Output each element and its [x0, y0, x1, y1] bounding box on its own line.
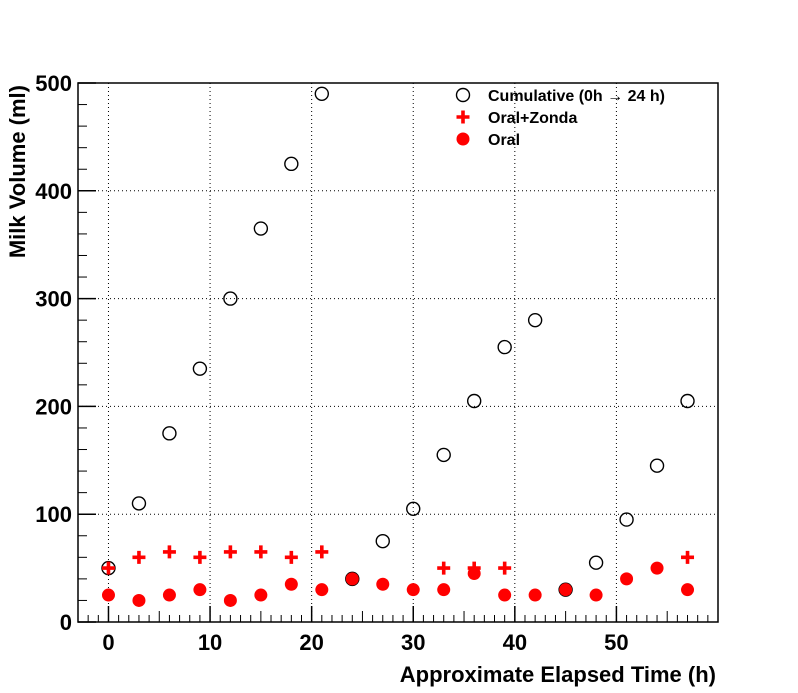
filled-circle-point	[498, 588, 512, 602]
y-tick-label: 300	[35, 287, 72, 312]
filled-circle-point	[620, 572, 634, 586]
series-filled-circle	[101, 561, 695, 607]
open-circle-point	[588, 555, 604, 570]
x-tick-label: 40	[503, 630, 527, 655]
filled-circle-point	[406, 583, 420, 597]
open-circle-point	[375, 533, 390, 549]
open-circle-point	[436, 447, 451, 463]
y-tick-label: 200	[35, 394, 72, 419]
filled-circle-point	[681, 583, 695, 597]
legend-label: Oral	[488, 132, 520, 149]
filled-circle-point	[559, 583, 573, 597]
plus-point	[284, 550, 298, 564]
legend-label: Oral+Zonda	[488, 110, 577, 127]
plus-point	[162, 545, 176, 559]
y-tick-label: 100	[35, 502, 72, 527]
filled-circle-point	[589, 588, 603, 602]
filled-circle-point	[193, 583, 207, 597]
legend-label: Cumulative (0h → 24 h)	[488, 88, 665, 105]
x-axis-title: Approximate Elapsed Time (h)	[400, 662, 716, 687]
open-circle-point	[223, 291, 238, 306]
y-tick-label: 0	[60, 610, 72, 635]
plot-frame	[77, 82, 719, 623]
filled-circle-point	[284, 577, 298, 591]
plus-point	[254, 545, 268, 559]
filled-circle-point	[437, 583, 451, 597]
open-circle-point	[466, 393, 482, 409]
x-tick-label: 20	[299, 630, 323, 655]
filled-circle-point	[650, 561, 664, 575]
axis-ticks	[77, 82, 709, 623]
plus-point	[223, 545, 237, 559]
plus-point	[467, 561, 481, 575]
data-marks	[101, 86, 695, 607]
filled-circle-point	[345, 572, 359, 586]
filled-circle-point	[223, 593, 237, 607]
open-circle-point	[253, 221, 269, 236]
open-circle-point	[680, 393, 695, 409]
x-tick-label: 30	[401, 630, 425, 655]
series-plus	[101, 545, 695, 575]
filled-circle-point	[162, 588, 176, 602]
series-open-circle	[101, 86, 695, 597]
open-circle-point	[497, 339, 512, 355]
plus-point	[193, 550, 207, 564]
open-circle-point	[314, 86, 330, 101]
plus-point	[681, 550, 695, 564]
legend: Cumulative (0h → 24 h) Oral+Zonda Oral	[455, 87, 665, 149]
plus-point	[498, 561, 512, 575]
open-circle-point	[406, 501, 421, 517]
legend-marker	[456, 110, 470, 124]
plus-point	[101, 561, 115, 575]
filled-circle-point	[376, 577, 390, 591]
filled-circle-point	[132, 593, 146, 607]
filled-circle-point	[101, 588, 115, 602]
x-tick-label: 10	[198, 630, 222, 655]
x-tick-label: 0	[102, 630, 114, 655]
y-tick-label: 500	[35, 71, 72, 96]
grid-lines	[78, 82, 718, 622]
open-circle-point	[192, 361, 208, 376]
filled-circle-point	[528, 588, 542, 602]
plus-point	[437, 561, 451, 575]
open-circle-point	[619, 512, 634, 527]
open-circle-point	[649, 458, 665, 473]
filled-circle-point	[254, 588, 268, 602]
plus-point	[315, 545, 329, 559]
open-circle-point	[527, 312, 543, 328]
open-circle-point	[284, 156, 299, 172]
legend-marker	[455, 87, 471, 103]
plus-point	[132, 550, 146, 564]
open-circle-point	[131, 496, 147, 511]
legend-marker	[456, 132, 470, 146]
open-circle-point	[162, 426, 177, 441]
y-axis-title: Milk Volume (ml)	[5, 85, 30, 258]
y-tick-label: 400	[35, 179, 72, 204]
x-tick-label: 50	[604, 630, 628, 655]
filled-circle-point	[315, 583, 329, 597]
